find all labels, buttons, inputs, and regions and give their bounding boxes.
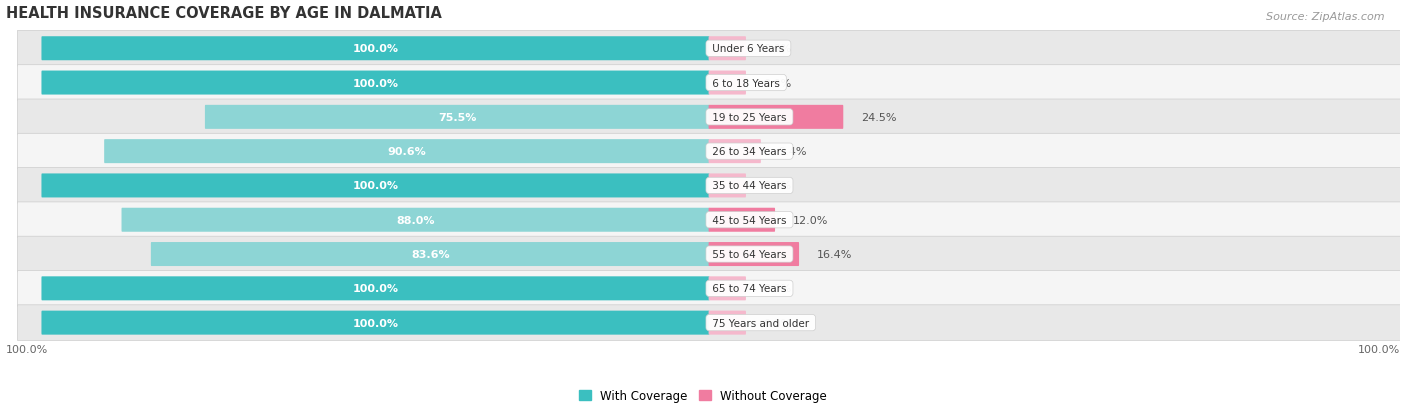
FancyBboxPatch shape — [709, 311, 747, 335]
Text: 45 to 54 Years: 45 to 54 Years — [709, 215, 790, 225]
Text: 12.0%: 12.0% — [793, 215, 828, 225]
FancyBboxPatch shape — [709, 277, 747, 301]
Text: 26 to 34 Years: 26 to 34 Years — [709, 147, 790, 157]
FancyBboxPatch shape — [121, 208, 710, 232]
FancyBboxPatch shape — [17, 31, 1400, 67]
FancyBboxPatch shape — [41, 311, 710, 335]
Text: 55 to 64 Years: 55 to 64 Years — [709, 249, 790, 259]
FancyBboxPatch shape — [709, 71, 747, 95]
Text: 0.0%: 0.0% — [763, 44, 792, 54]
FancyBboxPatch shape — [17, 305, 1400, 341]
Text: 24.5%: 24.5% — [860, 113, 897, 123]
Text: 35 to 44 Years: 35 to 44 Years — [709, 181, 790, 191]
Text: Source: ZipAtlas.com: Source: ZipAtlas.com — [1267, 12, 1385, 22]
Text: 75.5%: 75.5% — [439, 113, 477, 123]
FancyBboxPatch shape — [17, 237, 1400, 272]
FancyBboxPatch shape — [709, 140, 761, 164]
FancyBboxPatch shape — [709, 242, 799, 266]
FancyBboxPatch shape — [709, 208, 775, 232]
Text: 0.0%: 0.0% — [763, 78, 792, 88]
Text: 65 to 74 Years: 65 to 74 Years — [709, 284, 790, 294]
Text: 83.6%: 83.6% — [411, 249, 450, 259]
Text: 100.0%: 100.0% — [353, 284, 398, 294]
FancyBboxPatch shape — [41, 71, 710, 95]
FancyBboxPatch shape — [17, 66, 1400, 101]
FancyBboxPatch shape — [205, 106, 710, 130]
Text: HEALTH INSURANCE COVERAGE BY AGE IN DALMATIA: HEALTH INSURANCE COVERAGE BY AGE IN DALM… — [6, 5, 441, 21]
FancyBboxPatch shape — [709, 106, 844, 130]
Legend: With Coverage, Without Coverage: With Coverage, Without Coverage — [574, 385, 832, 407]
Text: 0.0%: 0.0% — [763, 284, 792, 294]
FancyBboxPatch shape — [17, 271, 1400, 306]
Text: 6 to 18 Years: 6 to 18 Years — [709, 78, 783, 88]
FancyBboxPatch shape — [17, 134, 1400, 170]
Text: 16.4%: 16.4% — [817, 249, 852, 259]
Text: 100.0%: 100.0% — [353, 181, 398, 191]
FancyBboxPatch shape — [41, 37, 710, 61]
Text: 100.0%: 100.0% — [353, 318, 398, 328]
Text: 9.4%: 9.4% — [779, 147, 807, 157]
FancyBboxPatch shape — [709, 37, 747, 61]
Text: 100.0%: 100.0% — [353, 78, 398, 88]
FancyBboxPatch shape — [709, 174, 747, 198]
FancyBboxPatch shape — [41, 277, 710, 301]
FancyBboxPatch shape — [17, 168, 1400, 204]
Text: Under 6 Years: Under 6 Years — [709, 44, 787, 54]
FancyBboxPatch shape — [17, 100, 1400, 135]
Text: 75 Years and older: 75 Years and older — [709, 318, 813, 328]
Text: 100.0%: 100.0% — [1358, 344, 1400, 354]
Text: 19 to 25 Years: 19 to 25 Years — [709, 113, 790, 123]
FancyBboxPatch shape — [17, 202, 1400, 238]
Text: 100.0%: 100.0% — [6, 344, 48, 354]
FancyBboxPatch shape — [150, 242, 710, 266]
Text: 100.0%: 100.0% — [353, 44, 398, 54]
Text: 0.0%: 0.0% — [763, 181, 792, 191]
Text: 88.0%: 88.0% — [396, 215, 434, 225]
Text: 0.0%: 0.0% — [763, 318, 792, 328]
FancyBboxPatch shape — [104, 140, 710, 164]
Text: 90.6%: 90.6% — [388, 147, 426, 157]
FancyBboxPatch shape — [41, 174, 710, 198]
